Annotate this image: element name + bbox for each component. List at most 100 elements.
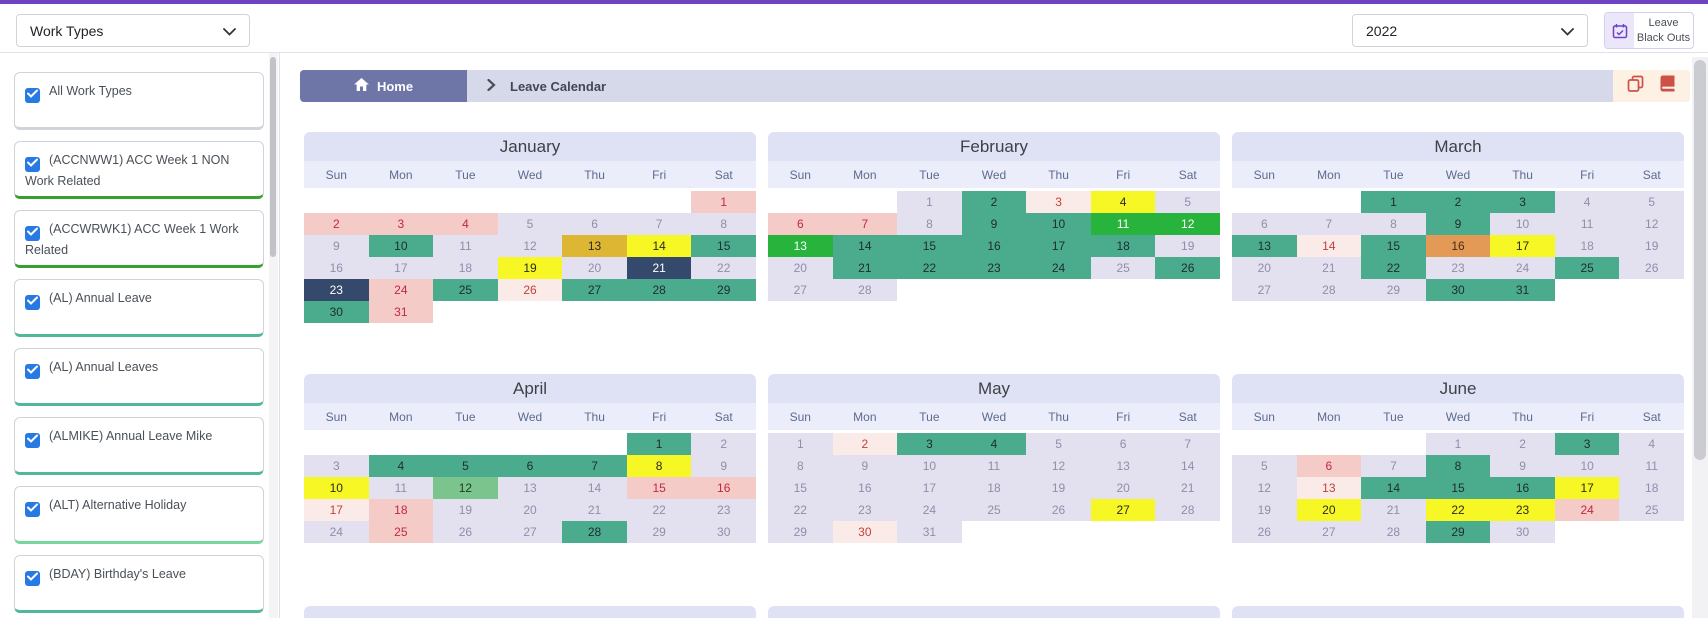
day-cell-february-14[interactable]: 14	[832, 235, 898, 257]
day-cell-june-12[interactable]: 12	[1232, 477, 1297, 499]
day-cell-march-26[interactable]: 26	[1619, 257, 1684, 279]
day-cell-february-7[interactable]: 7	[832, 213, 898, 235]
day-cell-february-6[interactable]: 6	[768, 213, 833, 235]
day-cell-february-21[interactable]: 21	[832, 257, 898, 279]
day-cell-april-29[interactable]: 29	[626, 521, 692, 543]
day-cell-april-23[interactable]: 23	[691, 499, 756, 521]
day-cell-june-2[interactable]: 2	[1490, 433, 1555, 455]
worktype-checkbox[interactable]	[25, 295, 40, 310]
day-cell-march-7[interactable]: 7	[1296, 213, 1362, 235]
day-cell-january-4[interactable]: 4	[433, 213, 498, 235]
day-cell-june-14[interactable]: 14	[1361, 477, 1426, 499]
day-cell-february-5[interactable]: 5	[1155, 191, 1220, 213]
day-cell-june-21[interactable]: 21	[1361, 499, 1426, 521]
day-cell-june-13[interactable]: 13	[1296, 477, 1362, 499]
day-cell-june-22[interactable]: 22	[1425, 499, 1491, 521]
day-cell-january-25[interactable]: 25	[433, 279, 498, 301]
day-cell-june-1[interactable]: 1	[1425, 433, 1491, 455]
day-cell-march-31[interactable]: 31	[1490, 279, 1555, 301]
day-cell-january-13[interactable]: 13	[562, 235, 627, 257]
day-cell-january-26[interactable]: 26	[497, 279, 563, 301]
day-cell-june-24[interactable]: 24	[1554, 499, 1620, 521]
day-cell-january-8[interactable]: 8	[691, 213, 756, 235]
day-cell-february-27[interactable]: 27	[768, 279, 833, 301]
day-cell-may-19[interactable]: 19	[1026, 477, 1091, 499]
day-cell-june-29[interactable]: 29	[1425, 521, 1491, 543]
worktype-card[interactable]: (ACCWRWK1) ACC Week 1 Work Related	[14, 210, 264, 268]
day-cell-april-2[interactable]: 2	[691, 433, 756, 455]
day-cell-march-6[interactable]: 6	[1232, 213, 1297, 235]
day-cell-may-13[interactable]: 13	[1090, 455, 1156, 477]
day-cell-january-23[interactable]: 23	[304, 279, 369, 301]
day-cell-january-10[interactable]: 10	[368, 235, 434, 257]
day-cell-may-25[interactable]: 25	[961, 499, 1027, 521]
day-cell-june-15[interactable]: 15	[1425, 477, 1491, 499]
day-cell-march-10[interactable]: 10	[1490, 213, 1555, 235]
day-cell-january-29[interactable]: 29	[691, 279, 756, 301]
day-cell-june-18[interactable]: 18	[1619, 477, 1684, 499]
day-cell-february-23[interactable]: 23	[961, 257, 1027, 279]
day-cell-january-3[interactable]: 3	[368, 213, 434, 235]
day-cell-may-18[interactable]: 18	[961, 477, 1027, 499]
day-cell-may-31[interactable]: 31	[897, 521, 962, 543]
worktype-checkbox[interactable]	[25, 88, 40, 103]
leave-blackouts-button[interactable]: Leave Black Outs	[1604, 12, 1694, 49]
day-cell-may-11[interactable]: 11	[961, 455, 1027, 477]
day-cell-may-15[interactable]: 15	[768, 477, 833, 499]
worktype-card[interactable]: (ALT) Alternative Holiday	[14, 486, 264, 544]
day-cell-april-20[interactable]: 20	[497, 499, 563, 521]
day-cell-march-3[interactable]: 3	[1490, 191, 1555, 213]
day-cell-february-18[interactable]: 18	[1090, 235, 1156, 257]
day-cell-january-30[interactable]: 30	[304, 301, 369, 323]
day-cell-february-16[interactable]: 16	[961, 235, 1027, 257]
day-cell-march-20[interactable]: 20	[1232, 257, 1297, 279]
day-cell-june-23[interactable]: 23	[1490, 499, 1555, 521]
day-cell-april-24[interactable]: 24	[304, 521, 369, 543]
page-scrollbar-thumb[interactable]	[1694, 60, 1706, 460]
day-cell-may-29[interactable]: 29	[768, 521, 833, 543]
day-cell-april-5[interactable]: 5	[433, 455, 498, 477]
day-cell-april-8[interactable]: 8	[626, 455, 692, 477]
worktype-card[interactable]: (AL) Annual Leave	[14, 279, 264, 337]
day-cell-may-3[interactable]: 3	[897, 433, 962, 455]
day-cell-may-2[interactable]: 2	[832, 433, 898, 455]
day-cell-january-24[interactable]: 24	[368, 279, 434, 301]
day-cell-june-4[interactable]: 4	[1619, 433, 1684, 455]
day-cell-may-9[interactable]: 9	[832, 455, 898, 477]
day-cell-may-12[interactable]: 12	[1026, 455, 1091, 477]
day-cell-january-17[interactable]: 17	[368, 257, 434, 279]
day-cell-june-30[interactable]: 30	[1490, 521, 1555, 543]
day-cell-march-9[interactable]: 9	[1425, 213, 1491, 235]
day-cell-april-4[interactable]: 4	[368, 455, 434, 477]
day-cell-january-12[interactable]: 12	[497, 235, 563, 257]
day-cell-may-27[interactable]: 27	[1090, 499, 1156, 521]
day-cell-march-14[interactable]: 14	[1296, 235, 1362, 257]
day-cell-march-17[interactable]: 17	[1490, 235, 1555, 257]
day-cell-june-9[interactable]: 9	[1490, 455, 1555, 477]
day-cell-june-17[interactable]: 17	[1554, 477, 1620, 499]
day-cell-may-26[interactable]: 26	[1026, 499, 1091, 521]
day-cell-march-22[interactable]: 22	[1361, 257, 1426, 279]
day-cell-may-6[interactable]: 6	[1090, 433, 1156, 455]
day-cell-may-17[interactable]: 17	[897, 477, 962, 499]
day-cell-may-10[interactable]: 10	[897, 455, 962, 477]
day-cell-march-8[interactable]: 8	[1361, 213, 1426, 235]
worktype-card[interactable]: (BDAY) Birthday's Leave	[14, 555, 264, 613]
book-icon[interactable]	[1659, 75, 1676, 97]
day-cell-february-19[interactable]: 19	[1155, 235, 1220, 257]
day-cell-march-24[interactable]: 24	[1490, 257, 1555, 279]
day-cell-march-21[interactable]: 21	[1296, 257, 1362, 279]
day-cell-march-25[interactable]: 25	[1554, 257, 1620, 279]
day-cell-february-26[interactable]: 26	[1155, 257, 1220, 279]
day-cell-june-3[interactable]: 3	[1554, 433, 1620, 455]
day-cell-april-28[interactable]: 28	[562, 521, 627, 543]
day-cell-may-24[interactable]: 24	[897, 499, 962, 521]
day-cell-may-8[interactable]: 8	[768, 455, 833, 477]
day-cell-february-4[interactable]: 4	[1090, 191, 1156, 213]
day-cell-january-21[interactable]: 21	[626, 257, 692, 279]
day-cell-february-15[interactable]: 15	[897, 235, 962, 257]
day-cell-june-16[interactable]: 16	[1490, 477, 1555, 499]
day-cell-april-25[interactable]: 25	[368, 521, 434, 543]
worktype-card[interactable]: (ACCNWW1) ACC Week 1 NON Work Related	[14, 141, 264, 199]
day-cell-june-5[interactable]: 5	[1232, 455, 1297, 477]
